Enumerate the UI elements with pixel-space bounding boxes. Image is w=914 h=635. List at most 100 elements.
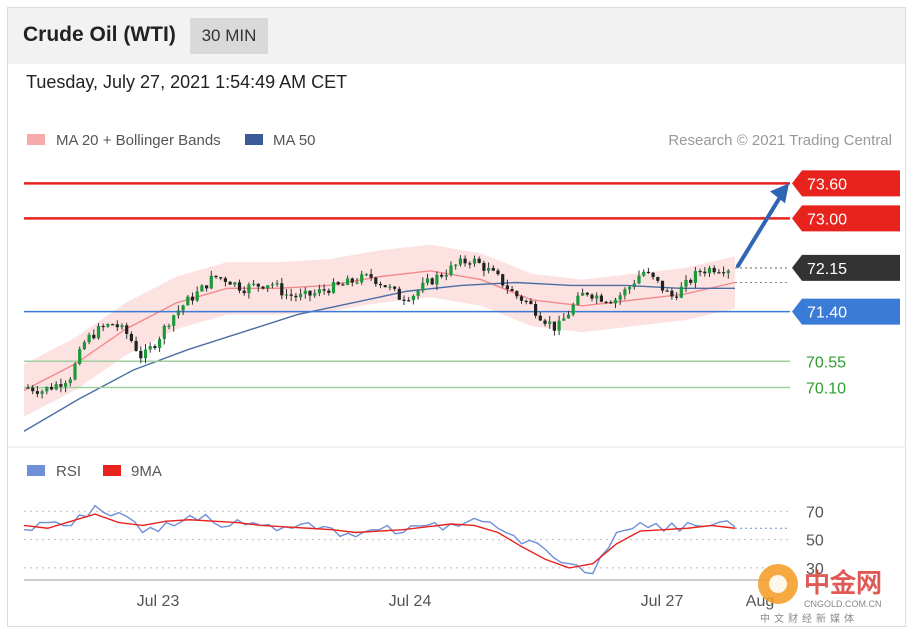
candle (360, 270, 364, 285)
x-tick-label: Jul 24 (389, 593, 432, 610)
candle (472, 255, 477, 267)
candle (176, 305, 180, 319)
current-label: 72.15 (807, 261, 847, 278)
rsi-panel: 70 50 30 (23, 504, 824, 578)
candle (440, 272, 444, 279)
candle (237, 279, 242, 294)
candle (581, 288, 585, 296)
chart-header: Crude Oil (WTI) 30 MIN (8, 8, 905, 64)
candle (393, 286, 397, 292)
candle (712, 265, 716, 275)
candle (252, 280, 256, 287)
candle (219, 276, 223, 281)
svg-text:中文财经新媒体: 中文财经新媒体 (760, 612, 858, 625)
support-1-tag (792, 298, 900, 325)
candle (477, 256, 481, 264)
candle (31, 385, 35, 395)
interval-badge[interactable]: 30 MIN (190, 18, 268, 54)
candle (646, 267, 650, 274)
resistance-2-tag (792, 170, 900, 197)
candle (684, 275, 688, 293)
candle (96, 323, 101, 340)
candle (388, 283, 392, 291)
ma9-legend-label: 9MA (131, 463, 162, 480)
ma50-line (23, 281, 735, 432)
candle (675, 291, 679, 301)
candle (303, 287, 307, 299)
candle (505, 279, 509, 294)
candle (289, 288, 293, 301)
candle (233, 281, 237, 287)
candle (134, 336, 138, 352)
candle (115, 320, 119, 331)
x-tick-label: Jul 23 (137, 593, 180, 610)
candle (139, 346, 143, 364)
candle (378, 281, 383, 289)
rsi-line (23, 504, 736, 575)
candle (256, 283, 260, 292)
candle (571, 302, 575, 317)
candle (153, 344, 157, 351)
candle (35, 386, 39, 398)
research-credit: Research © 2021 Trading Central (668, 132, 892, 149)
candle (228, 280, 232, 285)
candle (613, 297, 618, 309)
rsi-tick-70: 70 (806, 504, 824, 521)
candle (261, 286, 265, 290)
candle (660, 280, 665, 294)
candle (374, 276, 378, 287)
candle (576, 292, 580, 306)
candle (599, 293, 603, 303)
candle (313, 289, 317, 298)
candle (519, 294, 524, 304)
candle (120, 323, 124, 330)
candle (341, 282, 345, 286)
candle (670, 288, 674, 300)
site-watermark: 中金网 CNGOLD.COM.CN 中文财经新媒体 (758, 564, 882, 625)
candle (534, 301, 538, 319)
price-panel: 73.60 73.00 72.15 71.40 70.55 70.10 (23, 170, 900, 432)
candle (186, 295, 190, 306)
candle (148, 342, 152, 353)
candle (364, 273, 368, 277)
candle (510, 285, 514, 292)
candle (566, 310, 571, 319)
candle (651, 272, 655, 280)
svg-text:中金网: 中金网 (804, 568, 882, 599)
candle (491, 265, 495, 272)
candle (552, 321, 556, 336)
candle (59, 378, 63, 393)
candle (68, 377, 72, 387)
support-2-label: 70.55 (806, 354, 846, 371)
candle (242, 286, 246, 296)
candle (223, 276, 227, 287)
resistance-1-tag (792, 205, 900, 232)
bollinger-band (24, 244, 735, 417)
candle (383, 284, 387, 288)
candle (397, 286, 401, 300)
ma20-legend-swatch (27, 134, 45, 145)
rsi-tick-50: 50 (806, 533, 824, 550)
candle (275, 280, 279, 287)
candle (656, 276, 660, 284)
candle (125, 322, 129, 339)
candle (707, 265, 712, 277)
candle (524, 299, 528, 305)
candle (317, 284, 321, 297)
candle (346, 275, 350, 286)
candle (322, 284, 326, 295)
candle (402, 295, 406, 306)
candle (609, 300, 613, 305)
candle (266, 285, 270, 293)
candle (205, 285, 209, 292)
rsi-legend-swatch (27, 465, 45, 476)
candle (82, 340, 86, 351)
x-axis-labels: Jul 23 Jul 24 Jul 27 Aug (137, 593, 775, 610)
candle (200, 284, 204, 292)
candle (632, 279, 636, 290)
candle (628, 285, 632, 294)
projection-arrow (736, 195, 782, 268)
candle (543, 318, 547, 327)
candle (350, 277, 354, 287)
